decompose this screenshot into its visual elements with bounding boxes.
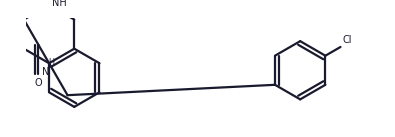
Text: NH: NH [52,0,67,8]
Text: N: N [42,67,49,77]
Text: O: O [35,78,42,88]
Text: Cl: Cl [342,35,352,45]
Text: H: H [48,58,55,67]
